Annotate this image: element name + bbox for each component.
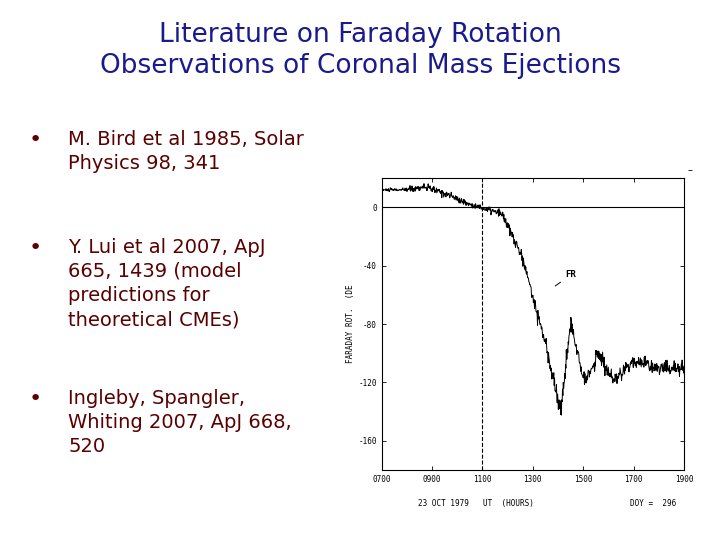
Y-axis label: FARADAY ROT.  (DE: FARADAY ROT. (DE	[346, 285, 356, 363]
Text: •: •	[29, 389, 42, 409]
Text: DOY =  296: DOY = 296	[629, 499, 676, 508]
Text: M. Bird et al 1985, Solar
Physics 98, 341: M. Bird et al 1985, Solar Physics 98, 34…	[68, 130, 305, 173]
Text: Ingleby, Spangler,
Whiting 2007, ApJ 668,
520: Ingleby, Spangler, Whiting 2007, ApJ 668…	[68, 389, 292, 456]
Text: •: •	[29, 238, 42, 258]
Text: –: –	[687, 165, 692, 176]
Text: Literature on Faraday Rotation
Observations of Coronal Mass Ejections: Literature on Faraday Rotation Observati…	[99, 22, 621, 79]
Text: UT  (HOURS): UT (HOURS)	[483, 499, 534, 508]
Text: Y. Lui et al 2007, ApJ
665, 1439 (model
predictions for
theoretical CMEs): Y. Lui et al 2007, ApJ 665, 1439 (model …	[68, 238, 266, 329]
Text: FR: FR	[555, 271, 576, 286]
Text: 23 OCT 1979: 23 OCT 1979	[418, 499, 469, 508]
Text: •: •	[29, 130, 42, 150]
